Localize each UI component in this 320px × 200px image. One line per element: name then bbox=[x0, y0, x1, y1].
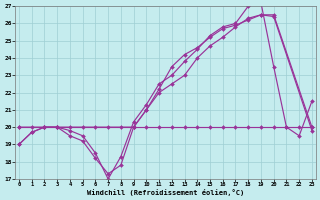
X-axis label: Windchill (Refroidissement éolien,°C): Windchill (Refroidissement éolien,°C) bbox=[87, 189, 244, 196]
